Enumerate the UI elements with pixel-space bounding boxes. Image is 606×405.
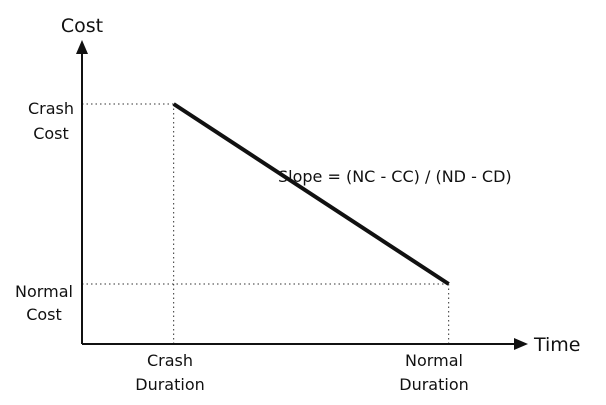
x-tick-label-normal-duration-line2: Duration: [399, 375, 469, 394]
y-tick-label-crash-cost-line2: Cost: [33, 124, 69, 143]
y-tick-label-crash-cost-line1: Crash: [28, 99, 74, 118]
y-axis-title: Cost: [61, 15, 103, 37]
y-axis-arrow: [76, 40, 88, 54]
x-tick-label-crash-duration-line1: Crash: [147, 351, 193, 370]
x-tick-label-crash-duration-line2: Duration: [135, 375, 205, 394]
cost-time-line: [172, 102, 450, 286]
slope-annotation: Slope = (NC - CC) / (ND - CD): [278, 167, 512, 186]
series-layer: [172, 102, 450, 286]
x-axis-arrow: [514, 338, 528, 350]
y-tick-label-normal-cost-line1: Normal: [15, 282, 73, 301]
x-axis-title: Time: [533, 334, 581, 356]
guides-layer: [82, 103, 450, 344]
x-tick-label-normal-duration-line1: Normal: [405, 351, 463, 370]
y-tick-label-normal-cost-line2: Cost: [26, 305, 62, 324]
